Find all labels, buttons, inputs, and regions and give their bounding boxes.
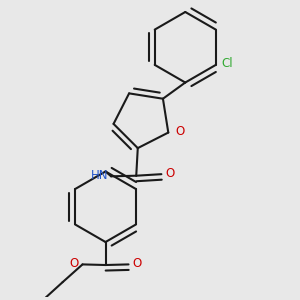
Text: HN: HN <box>91 169 108 182</box>
Text: O: O <box>166 167 175 180</box>
Text: O: O <box>133 257 142 270</box>
Text: O: O <box>70 257 79 270</box>
Text: Cl: Cl <box>221 57 233 70</box>
Text: O: O <box>175 125 184 138</box>
